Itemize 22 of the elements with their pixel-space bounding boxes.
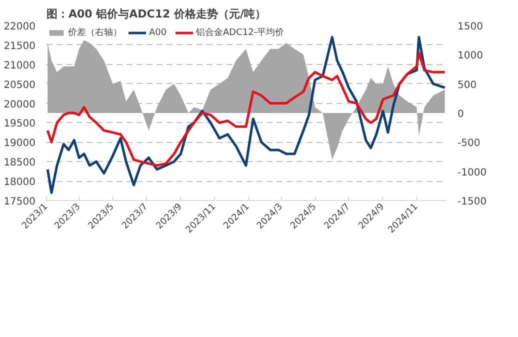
y-tick-label: 19000 bbox=[4, 138, 36, 150]
y2-tick-label: 0 bbox=[458, 109, 464, 120]
y2-tick-label: -500 bbox=[458, 138, 480, 150]
y-tick-label: 18000 bbox=[4, 177, 36, 188]
y-tick-label: 20500 bbox=[4, 80, 36, 91]
line-series bbox=[46, 36, 446, 194]
y-tick-label: 20000 bbox=[4, 99, 36, 110]
y2-tick-label: -1500 bbox=[458, 196, 487, 208]
legend-label: A00 bbox=[149, 28, 168, 38]
y-tick-label: 19500 bbox=[4, 118, 36, 130]
chart-title: 图：A00 铝价与ADC12 价格走势（元/吨） bbox=[46, 8, 266, 20]
y-tick-label: 21000 bbox=[4, 60, 36, 72]
y-tick-label: 17500 bbox=[4, 196, 36, 208]
y2-tick-label: -1000 bbox=[458, 167, 487, 178]
legend-label: 价差（右轴） bbox=[68, 26, 122, 39]
y-tick-label: 18500 bbox=[4, 158, 36, 169]
y-tick-label: 22000 bbox=[4, 22, 36, 32]
y2-tick-label: 1000 bbox=[458, 50, 483, 62]
y2-tick-label: 1500 bbox=[458, 22, 483, 32]
y2-tick-label: 500 bbox=[458, 80, 477, 91]
y-tick-label: 21500 bbox=[4, 40, 36, 52]
legend-label: 铝合金ADC12-平均价 bbox=[196, 26, 284, 39]
